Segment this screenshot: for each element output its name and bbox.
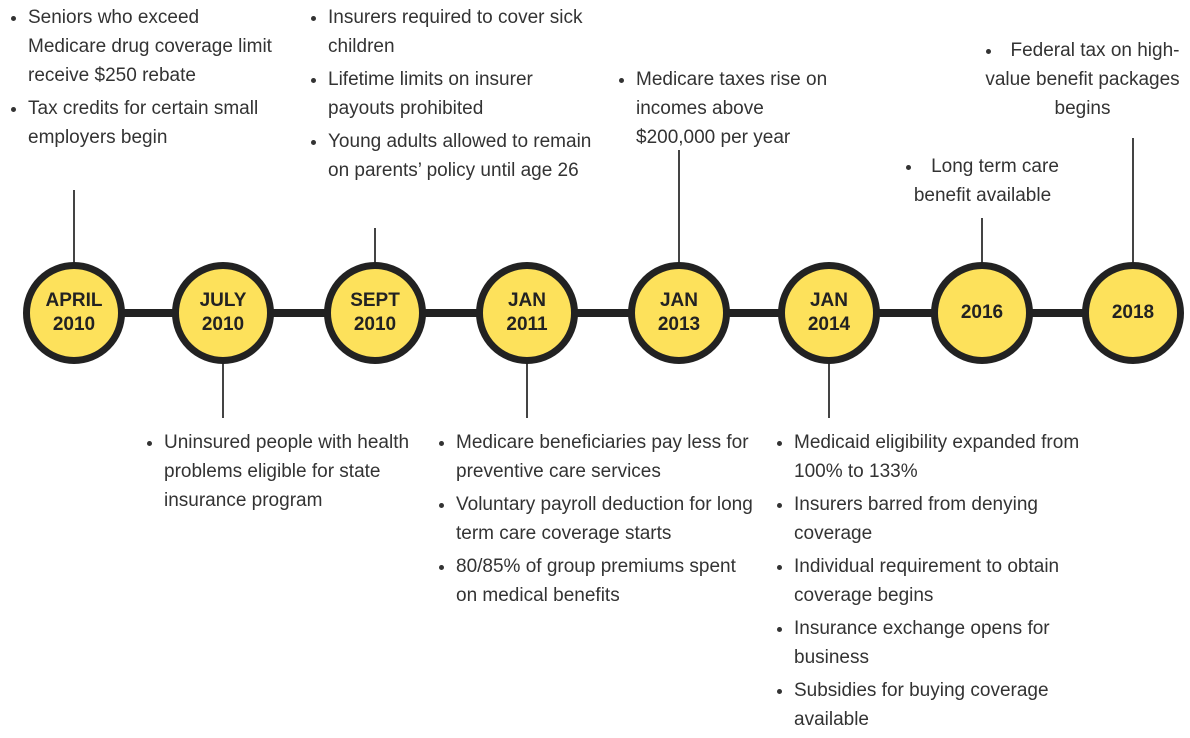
connector	[828, 363, 830, 418]
date-circle: JAN 2014	[778, 262, 880, 364]
event-list: Medicare beneficiaries pay less for prev…	[438, 428, 758, 614]
event-list: Uninsured people with health problems el…	[146, 428, 421, 519]
date-label: 2013	[657, 314, 701, 335]
event-item: Federal tax on high-value benefit packag…	[975, 36, 1190, 123]
date-circle: JULY 2010	[172, 262, 274, 364]
event-list: Insurers required to cover sick children…	[310, 3, 600, 189]
date-label: 2014	[807, 314, 851, 335]
event-item: Insurers barred from denying coverage	[794, 490, 1116, 548]
event-item: Seniors who exceed Medicare drug coverag…	[28, 3, 275, 90]
date-circle: APRIL 2010	[23, 262, 125, 364]
date-label: 2010	[201, 314, 245, 335]
connector	[73, 190, 75, 263]
bullet-list: Insurers required to cover sick children…	[310, 3, 600, 185]
event-item: Medicaid eligibility expanded from 100% …	[794, 428, 1116, 486]
event-item: Insurers required to cover sick children	[328, 3, 600, 61]
connector	[981, 218, 983, 263]
connector	[526, 363, 528, 418]
event-item: Individual requirement to obtain coverag…	[794, 552, 1116, 610]
event-list: Medicare taxes rise on incomes above $20…	[618, 65, 848, 156]
date-label: JAN	[507, 290, 546, 311]
bullet-list: Seniors who exceed Medicare drug coverag…	[10, 3, 275, 152]
date-label: 2010	[353, 314, 397, 335]
connector	[222, 363, 224, 418]
event-list: Long term care benefit available	[880, 152, 1085, 214]
bullet-list: Medicare beneficiaries pay less for prev…	[438, 428, 758, 610]
event-item: Medicare taxes rise on incomes above $20…	[636, 65, 848, 152]
date-circle: JAN 2011	[476, 262, 578, 364]
bullet-list: Medicaid eligibility expanded from 100% …	[776, 428, 1116, 734]
event-item: Long term care benefit available	[880, 152, 1085, 210]
date-circle: SEPT 2010	[324, 262, 426, 364]
bullet-list: Medicare taxes rise on incomes above $20…	[618, 65, 848, 152]
connector	[678, 150, 680, 263]
event-item: Voluntary payroll deduction for long ter…	[456, 490, 758, 548]
connector	[374, 228, 376, 263]
date-circle: 2018	[1082, 262, 1184, 364]
event-item: Lifetime limits on insurer payouts prohi…	[328, 65, 600, 123]
date-label: 2018	[1111, 302, 1155, 323]
date-label: JAN	[659, 290, 698, 311]
date-label: 2016	[960, 302, 1004, 323]
event-item: Tax credits for certain small employers …	[28, 94, 275, 152]
event-item: 80/85% of group premiums spent on medica…	[456, 552, 758, 610]
event-list: Medicaid eligibility expanded from 100% …	[776, 428, 1116, 738]
bullet-list: Long term care benefit available	[880, 152, 1085, 210]
event-list: Seniors who exceed Medicare drug coverag…	[10, 3, 275, 156]
date-label: 2010	[52, 314, 96, 335]
event-item: Young adults allowed to remain on parent…	[328, 127, 600, 185]
date-circle: JAN 2013	[628, 262, 730, 364]
timeline-axis	[40, 309, 1150, 317]
event-item: Insurance exchange opens for business	[794, 614, 1116, 672]
date-label: 2011	[506, 314, 548, 335]
bullet-list: Uninsured people with health problems el…	[146, 428, 421, 515]
connector	[1132, 138, 1134, 263]
date-label: JAN	[809, 290, 848, 311]
event-item: Medicare beneficiaries pay less for prev…	[456, 428, 758, 486]
bullet-list: Federal tax on high-value benefit packag…	[975, 36, 1190, 123]
date-label: JULY	[199, 290, 247, 311]
event-item: Uninsured people with health problems el…	[164, 428, 421, 515]
date-label: SEPT	[350, 290, 400, 311]
event-item: Subsidies for buying coverage available	[794, 676, 1116, 734]
date-label: APRIL	[45, 290, 103, 311]
event-list: Federal tax on high-value benefit packag…	[975, 36, 1190, 127]
date-circle: 2016	[931, 262, 1033, 364]
